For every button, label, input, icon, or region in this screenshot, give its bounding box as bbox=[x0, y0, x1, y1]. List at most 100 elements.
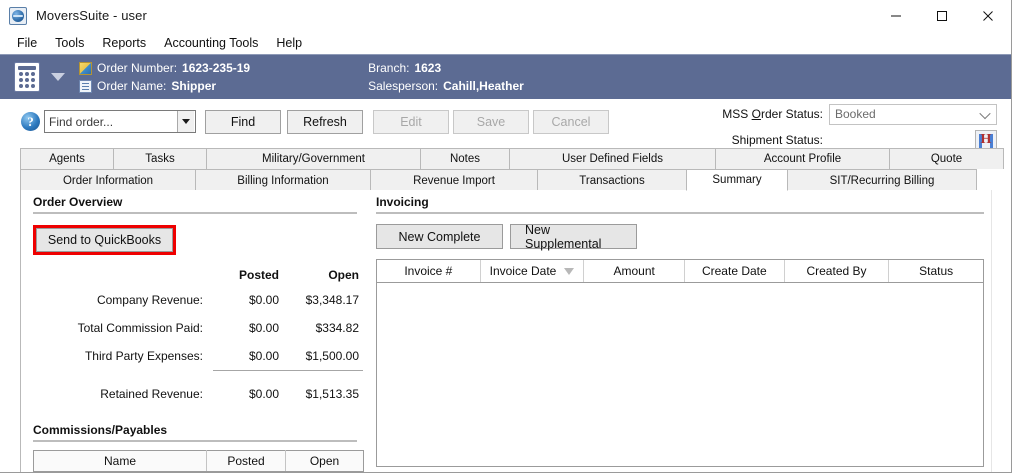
retained-revenue-label: Retained Revenue: bbox=[100, 387, 203, 401]
find-order-input[interactable]: Find order... bbox=[49, 114, 114, 129]
col-status-header[interactable]: Status bbox=[919, 264, 954, 278]
tab-quote[interactable]: Quote bbox=[889, 148, 1004, 169]
order-name-value: Shipper bbox=[171, 79, 217, 93]
order-overview-title: Order Overview bbox=[33, 195, 123, 209]
help-icon[interactable]: ? bbox=[21, 112, 40, 131]
order-name-label: Order Name: bbox=[97, 79, 167, 93]
col-name-header[interactable]: Name bbox=[33, 450, 207, 472]
col-posted-header: Posted bbox=[238, 268, 279, 282]
branch-line: Branch: 1623 bbox=[368, 61, 524, 75]
menu-item-accounting-tools[interactable]: Accounting Tools bbox=[164, 35, 259, 50]
cell-posted: $0.00 bbox=[206, 471, 286, 472]
summary-tab-panel: Order Overview Send to QuickBooks Posted… bbox=[20, 190, 1009, 472]
total-commission-paid-posted: $0.00 bbox=[248, 321, 279, 335]
tab-user-defined-fields[interactable]: User Defined Fields bbox=[509, 148, 716, 169]
salesperson-value: Cahill,Heather bbox=[443, 79, 524, 93]
cancel-button: Cancel bbox=[533, 110, 609, 134]
table-row: Total Commission Paid: $0.00 $334.82 bbox=[28, 314, 363, 342]
invoicing-actions: New Complete New Supplemental bbox=[376, 223, 991, 251]
order-overview-panel: Order Overview Send to QuickBooks Posted… bbox=[21, 190, 369, 472]
sort-descending-icon bbox=[564, 267, 575, 275]
shipment-status-history-button[interactable]: H bbox=[975, 129, 997, 151]
cell-open: $334.82 bbox=[285, 471, 364, 472]
col-created-by-header[interactable]: Created By bbox=[785, 260, 890, 282]
order-number-value: 1623-235-19 bbox=[182, 61, 251, 75]
order-name-icon bbox=[79, 79, 92, 93]
save-button: Save bbox=[453, 110, 529, 134]
table-row: Third Party Expenses: $0.00 $1,500.00 bbox=[28, 342, 363, 370]
tab-agents[interactable]: Agents bbox=[20, 148, 114, 169]
col-create-date-header[interactable]: Create Date bbox=[685, 260, 785, 282]
branch-label: Branch: bbox=[368, 61, 410, 75]
calculator-icon[interactable] bbox=[14, 62, 40, 92]
section-divider bbox=[376, 212, 984, 214]
chevron-down-icon[interactable] bbox=[177, 111, 194, 132]
close-button[interactable] bbox=[965, 0, 1011, 32]
find-order-combobox[interactable]: Find order... bbox=[44, 110, 196, 133]
tab-order-information[interactable]: Order Information bbox=[20, 169, 196, 191]
tab-transactions[interactable]: Transactions bbox=[537, 169, 687, 191]
mss-order-status-select[interactable]: Booked bbox=[829, 103, 997, 125]
table-header-row: Posted Open bbox=[28, 264, 363, 286]
refresh-button[interactable]: Refresh bbox=[287, 110, 363, 134]
col-invoice-number-header[interactable]: Invoice # bbox=[377, 260, 481, 282]
order-header-bar: Order Number: 1623-235-19 Order Name: Sh… bbox=[0, 54, 1011, 99]
new-complete-button[interactable]: New Complete bbox=[376, 224, 503, 249]
third-party-expenses-open: $1,500.00 bbox=[305, 348, 359, 363]
tab-revenue-import[interactable]: Revenue Import bbox=[370, 169, 538, 191]
tab-sit-recurring-billing[interactable]: SIT/Recurring Billing bbox=[787, 169, 977, 191]
tab-billing-information[interactable]: Billing Information bbox=[195, 169, 371, 191]
commissions-payables-title: Commissions/Payables bbox=[33, 423, 168, 437]
col-open-header: Open bbox=[328, 268, 359, 282]
invoices-grid[interactable]: Invoice # Invoice Date Amount Create Dat… bbox=[376, 259, 984, 467]
mss-order-status-row: MSS Order Status: Booked bbox=[701, 103, 997, 125]
mss-order-status-label: MSS Order Status: bbox=[722, 107, 823, 121]
panel-scroll-area[interactable] bbox=[991, 190, 1009, 472]
new-supplemental-button[interactable]: New Supplemental bbox=[510, 223, 637, 251]
tab-strip: Agents Tasks Military/Government Notes U… bbox=[20, 148, 1009, 191]
col-amount-header[interactable]: Amount bbox=[584, 260, 685, 282]
col-invoice-date-header[interactable]: Invoice Date bbox=[481, 260, 585, 282]
col-open-header[interactable]: Open bbox=[285, 450, 364, 472]
commissions-payables-grid[interactable]: Name Posted Open Heather Cahill $0.00 $3… bbox=[33, 450, 364, 472]
find-button[interactable]: Find bbox=[205, 110, 281, 134]
shipment-status-label: Shipment Status: bbox=[731, 133, 823, 147]
spacer-cell bbox=[28, 370, 213, 380]
menu-item-file[interactable]: File bbox=[17, 35, 38, 50]
send-to-quickbooks-button[interactable]: Send to QuickBooks bbox=[36, 228, 173, 252]
minimize-button[interactable] bbox=[873, 0, 919, 32]
tab-account-profile[interactable]: Account Profile bbox=[715, 148, 890, 169]
maximize-button[interactable] bbox=[919, 0, 965, 32]
salesperson-label: Salesperson: bbox=[368, 79, 439, 93]
divider-posted bbox=[213, 369, 285, 380]
chevron-down-icon[interactable] bbox=[51, 73, 65, 81]
order-number-icon bbox=[79, 61, 92, 75]
order-number-label: Order Number: bbox=[97, 61, 178, 75]
divider-open bbox=[285, 369, 363, 380]
tab-military-government[interactable]: Military/Government bbox=[206, 148, 421, 169]
tab-summary[interactable]: Summary bbox=[686, 169, 788, 191]
salesperson-line: Salesperson: Cahill,Heather bbox=[368, 79, 524, 93]
total-commission-paid-open: $334.82 bbox=[315, 321, 359, 335]
action-toolbar: ? Find order... Find Refresh Edit Save C… bbox=[0, 99, 1011, 151]
window-title: MoversSuite - user bbox=[36, 8, 147, 23]
shipment-status-history-label: H bbox=[980, 132, 992, 147]
tab-notes[interactable]: Notes bbox=[420, 148, 510, 169]
col-posted-header[interactable]: Posted bbox=[206, 450, 286, 472]
menu-item-reports[interactable]: Reports bbox=[102, 35, 147, 50]
status-area: MSS Order Status: Booked Shipment Status… bbox=[701, 103, 997, 155]
send-to-quickbooks-highlight: Send to QuickBooks bbox=[33, 225, 176, 255]
order-name-line: Order Name: Shipper bbox=[79, 79, 250, 93]
company-revenue-posted: $0.00 bbox=[248, 293, 279, 307]
grid-header-row: Name Posted Open bbox=[33, 450, 364, 472]
menu-item-help[interactable]: Help bbox=[276, 35, 303, 50]
table-row[interactable]: Heather Cahill $0.00 $334.82 bbox=[33, 471, 364, 472]
section-divider bbox=[33, 440, 357, 442]
menu-item-tools[interactable]: Tools bbox=[55, 35, 85, 50]
subtotal-divider-row bbox=[28, 369, 363, 380]
menu-bar: File Tools Reports Accounting Tools Help bbox=[0, 32, 1011, 54]
table-row: Company Revenue: $0.00 $3,348.17 bbox=[28, 286, 363, 314]
invoicing-panel: Invoicing New Complete New Supplemental … bbox=[369, 190, 991, 472]
tab-tasks[interactable]: Tasks bbox=[113, 148, 207, 169]
retained-revenue-open: $1,513.35 bbox=[305, 387, 359, 401]
